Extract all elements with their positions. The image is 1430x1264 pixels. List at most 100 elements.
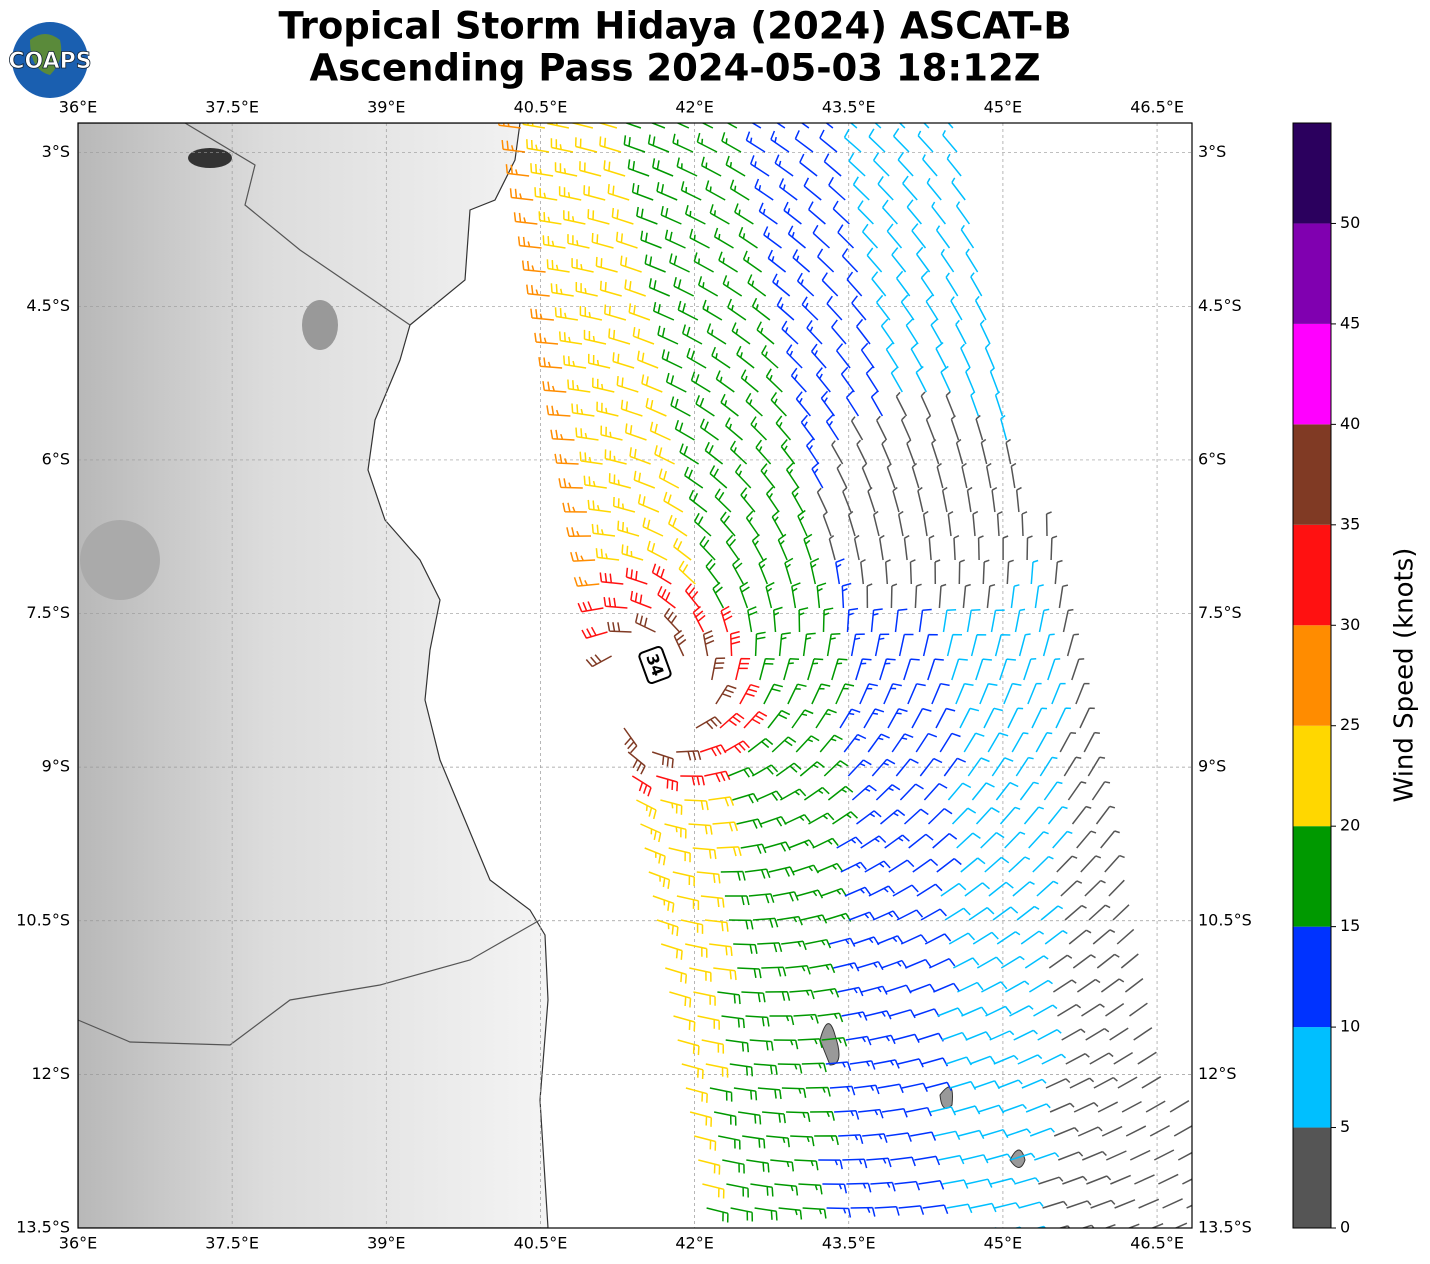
wind-barb [640, 823, 662, 843]
wind-barb [799, 153, 818, 177]
wind-barb [652, 301, 675, 321]
wind-barb [1002, 535, 1009, 560]
wind-barb [656, 775, 679, 792]
wind-barb [1041, 1053, 1067, 1065]
wind-barb [583, 329, 607, 345]
annotation-box [638, 645, 672, 685]
wind-barb [689, 1111, 713, 1127]
wind-barb [542, 235, 566, 249]
wind-barb [840, 366, 855, 393]
wind-barb [1035, 732, 1053, 753]
wind-barb [809, 557, 820, 585]
wind-barb [587, 209, 610, 225]
wind-barb [571, 258, 594, 273]
wind-barb [821, 1036, 848, 1047]
wind-barb [1096, 953, 1120, 969]
wind-barb [632, 326, 655, 345]
wind-barb [1112, 904, 1130, 921]
wind-barb [1133, 1027, 1153, 1041]
wind-barb [942, 130, 958, 153]
wind-barb [876, 415, 888, 441]
wind-barb [714, 488, 732, 513]
wind-barb [1182, 1178, 1192, 1185]
wind-barb [935, 707, 956, 729]
wind-barb [689, 967, 712, 982]
wind-barb [972, 931, 999, 945]
wind-barb [566, 527, 592, 538]
wind-barb [1062, 608, 1074, 633]
lon-tick-label: 39°E [367, 98, 405, 117]
wind-barb [925, 1081, 953, 1091]
wind-barb [1039, 756, 1058, 777]
wind-barb [805, 938, 832, 949]
wind-barb [814, 1135, 839, 1146]
wind-barb [1042, 633, 1055, 657]
wind-barb [673, 1015, 696, 1032]
wind-barb [702, 1183, 725, 1199]
wind-barb [651, 563, 672, 585]
wind-barb [886, 223, 903, 249]
wind-barb [986, 583, 996, 609]
wind-barb [604, 449, 627, 465]
lon-tick-label: 36°E [59, 98, 97, 117]
lon-tick-label: 45°E [984, 98, 1022, 117]
wind-barb [831, 440, 844, 465]
wind-barb [914, 583, 922, 609]
wind-barb [664, 823, 687, 839]
wind-barb [983, 707, 1003, 729]
wind-barb [534, 187, 558, 201]
wind-barb [669, 991, 692, 1008]
wind-barb [961, 462, 968, 489]
wind-barb [765, 990, 791, 1001]
wind-barb [1082, 1150, 1107, 1161]
wind-barb [930, 318, 943, 345]
wind-barb [629, 447, 651, 465]
colorbar-tick-label: 5 [1340, 1117, 1350, 1136]
wind-barb [1047, 806, 1068, 825]
lon-tick-label: 40.5°E [514, 1234, 568, 1253]
colorbar-tick-label: 45 [1340, 313, 1360, 332]
wind-barb [934, 1130, 961, 1141]
wind-barb [750, 416, 768, 441]
wind-barb [702, 299, 723, 321]
wind-barb [1014, 1177, 1040, 1185]
wind-barb [745, 392, 763, 417]
wind-barb [805, 438, 820, 465]
wind-barb [965, 367, 975, 393]
wind-barb [751, 123, 762, 129]
wind-barb [729, 630, 741, 657]
wind-barb [704, 919, 729, 932]
wind-barb [697, 1015, 720, 1030]
wind-barb [790, 1135, 815, 1147]
wind-barb [751, 764, 779, 777]
wind-barb [980, 438, 988, 465]
wind-barb [864, 860, 891, 873]
wind-barb [848, 911, 876, 921]
wind-barb [729, 440, 748, 465]
wind-barb [1003, 682, 1022, 705]
lat-tick-label: 12°S [1198, 1064, 1237, 1083]
wind-barb [660, 799, 683, 815]
wind-barb [890, 583, 898, 609]
wind-barb [624, 423, 647, 441]
wind-barb [874, 123, 882, 129]
wind-barb [874, 1205, 900, 1216]
wind-barb [1090, 1199, 1116, 1209]
wind-barb [633, 470, 656, 489]
wind-barb [772, 606, 783, 633]
lon-tick-label: 37.5°E [205, 1234, 259, 1253]
wind-barb [795, 735, 820, 753]
wind-barb [1055, 707, 1071, 729]
wind-barb [636, 350, 659, 369]
wind-barb [1045, 511, 1052, 537]
wind-barb [641, 374, 663, 393]
wind-barb [1137, 1051, 1157, 1065]
wind-barb [1060, 880, 1083, 897]
wind-barb [994, 633, 1011, 657]
wind-barb [698, 1159, 721, 1175]
wind-barb [767, 249, 787, 273]
wind-barb [924, 933, 952, 945]
wind-barb [931, 682, 950, 705]
wind-barb [894, 608, 908, 633]
wind-barb [538, 211, 562, 225]
